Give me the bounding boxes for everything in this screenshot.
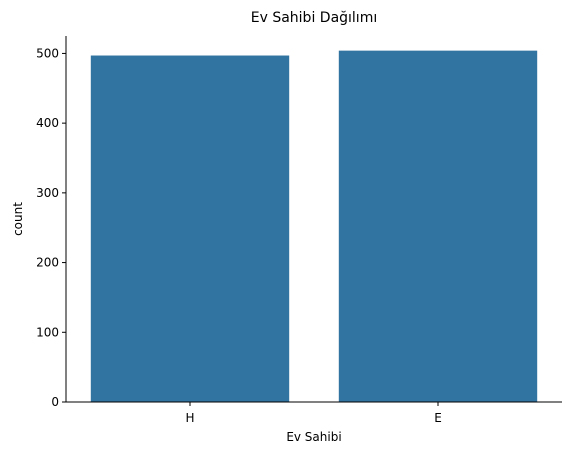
- y-tick-label: 400: [36, 116, 59, 130]
- y-tick-label: 0: [51, 395, 59, 409]
- y-tick-label: 100: [36, 325, 59, 339]
- y-tick-label: 200: [36, 256, 59, 270]
- y-tick-label: 300: [36, 186, 59, 200]
- bars-group: [90, 50, 538, 403]
- x-tick-label: E: [434, 411, 442, 425]
- y-axis-label: count: [11, 202, 25, 236]
- y-tick-label: 500: [36, 46, 59, 60]
- bar-E: [338, 50, 538, 402]
- x-axis-label: Ev Sahibi: [286, 430, 341, 444]
- x-tick-label: H: [185, 411, 194, 425]
- chart-title: Ev Sahibi Dağılımı: [251, 10, 377, 26]
- bar-H: [90, 55, 290, 403]
- y-axis-ticks: 0 100 200 300 400 500: [36, 46, 66, 409]
